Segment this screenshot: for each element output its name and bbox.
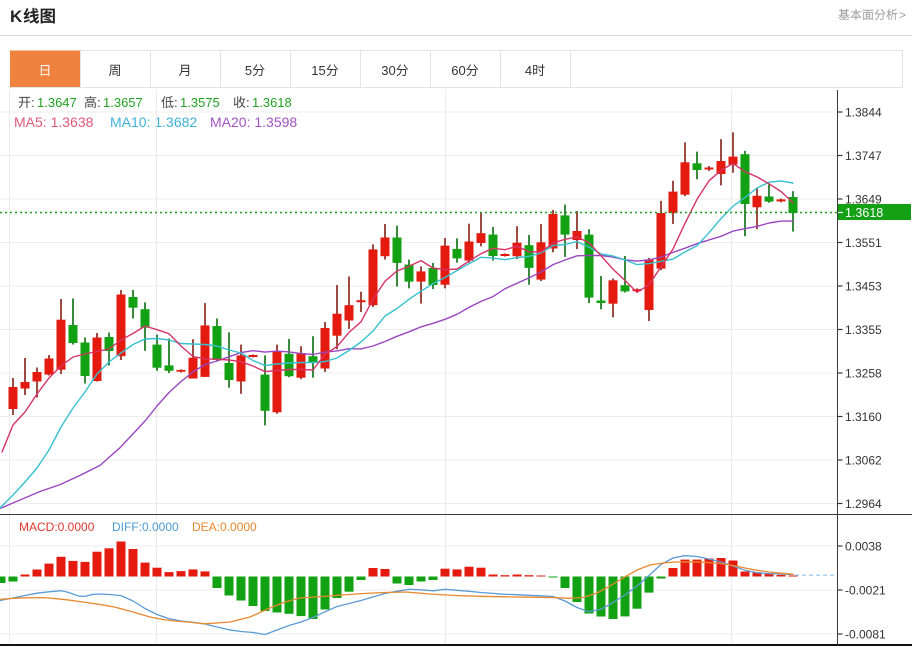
svg-text:4: 4 (525, 63, 532, 78)
svg-text:1.3747: 1.3747 (845, 149, 882, 163)
svg-text:5: 5 (245, 63, 252, 78)
svg-text:15: 15 (311, 63, 325, 78)
svg-text:1.3657: 1.3657 (103, 95, 143, 110)
svg-text:1.3575: 1.3575 (180, 95, 220, 110)
svg-text:1.3618: 1.3618 (845, 206, 883, 220)
svg-text:-0.0021: -0.0021 (845, 583, 886, 597)
svg-text:1.3649: 1.3649 (845, 192, 882, 206)
svg-text::: : (246, 95, 250, 110)
svg-text:60: 60 (451, 63, 465, 78)
svg-text:1.3453: 1.3453 (845, 279, 882, 293)
svg-text:1.2964: 1.2964 (845, 497, 882, 511)
svg-text::: : (97, 95, 101, 110)
svg-text:DIFF:0.0000: DIFF:0.0000 (112, 520, 179, 534)
svg-text:MA10: 1.3682: MA10: 1.3682 (110, 114, 197, 130)
svg-text:1.3647: 1.3647 (37, 95, 77, 110)
svg-text:1.3551: 1.3551 (845, 236, 882, 250)
svg-text:DEA:0.0000: DEA:0.0000 (192, 520, 257, 534)
svg-text:MA20: 1.3598: MA20: 1.3598 (210, 114, 297, 130)
svg-text:1.3844: 1.3844 (845, 105, 882, 119)
svg-text:1.3355: 1.3355 (845, 323, 882, 337)
svg-text:K: K (10, 7, 23, 26)
svg-text:1.3258: 1.3258 (845, 366, 882, 380)
svg-text:1.3062: 1.3062 (845, 453, 882, 467)
svg-text:0.0038: 0.0038 (845, 539, 882, 553)
svg-text::: : (174, 95, 178, 110)
svg-text:MACD:0.0000: MACD:0.0000 (19, 520, 95, 534)
svg-text:-0.0081: -0.0081 (845, 627, 886, 641)
svg-text:>: > (899, 8, 906, 22)
svg-text:MA5: 1.3638: MA5: 1.3638 (14, 114, 94, 130)
svg-text:30: 30 (381, 63, 395, 78)
svg-text::: : (31, 95, 35, 110)
svg-text:1.3160: 1.3160 (845, 410, 882, 424)
svg-text:1.3618: 1.3618 (252, 95, 292, 110)
